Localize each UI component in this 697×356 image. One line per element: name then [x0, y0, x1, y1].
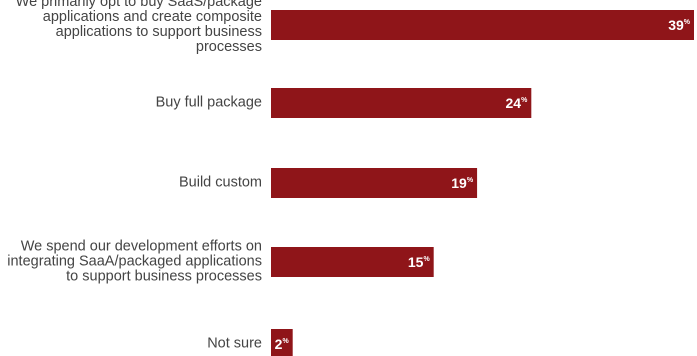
- category-label-1: Buy full package: [0, 96, 262, 111]
- bar-0: [271, 10, 694, 40]
- category-label-0: We primarily opt to buy SaaS/package app…: [0, 0, 262, 55]
- category-label-2: Build custom: [0, 176, 262, 191]
- category-label-4: Not sure: [0, 337, 262, 352]
- category-label-3: We spend our development efforts on inte…: [0, 240, 262, 285]
- bar-1: [271, 88, 531, 118]
- bar-2: [271, 168, 477, 198]
